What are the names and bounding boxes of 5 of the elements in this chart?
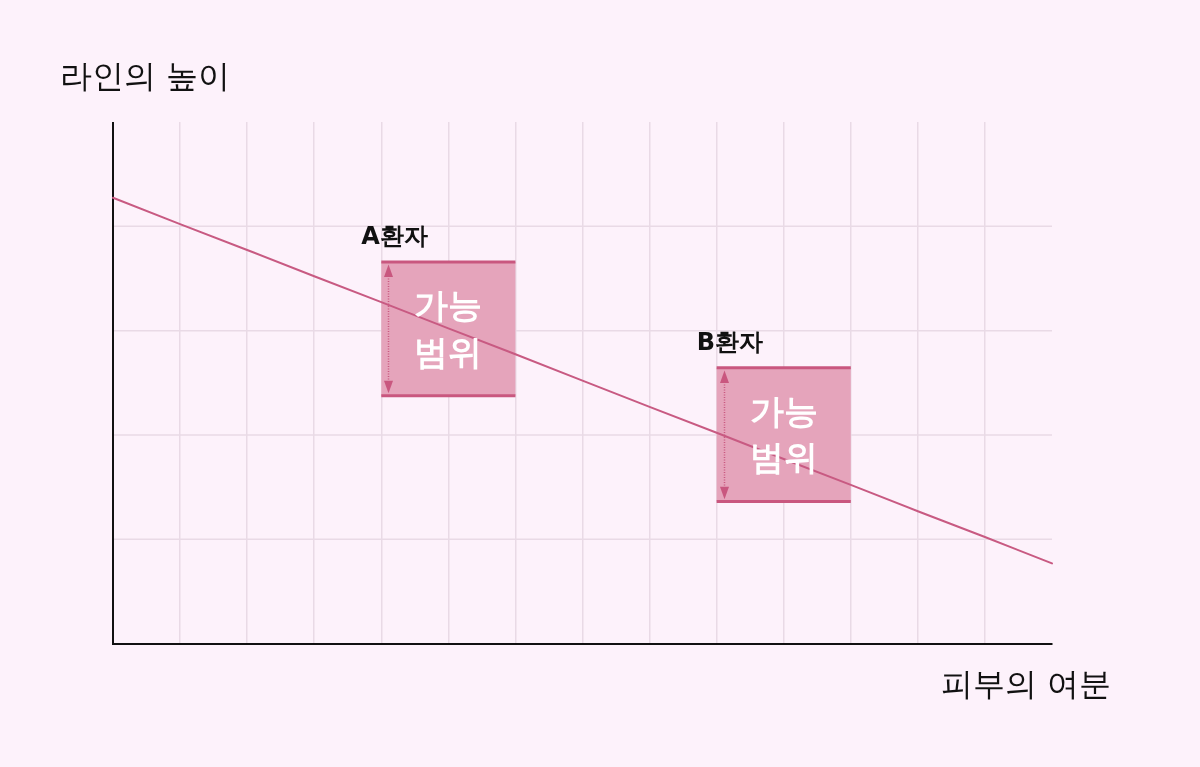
series-label: B환자 (696, 328, 763, 357)
annotation: 가능 범위 (413, 283, 484, 374)
x-axis-title: 피부의 여분 (940, 664, 1111, 703)
series-label: A환자 (361, 222, 428, 251)
y-axis-title: 라인의 높이 (60, 57, 231, 95)
